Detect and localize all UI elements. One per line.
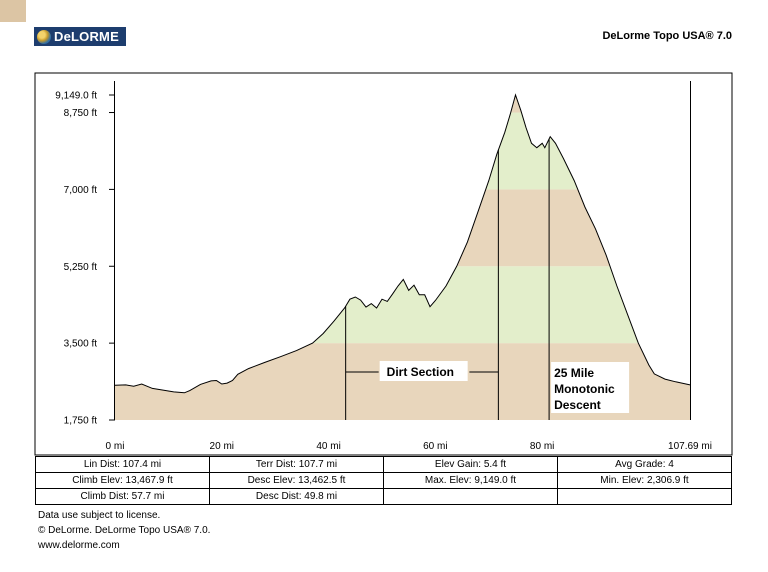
stats-row: Lin Dist: 107.4 mi Terr Dist: 107.7 mi E… [35,456,732,473]
stats-row: Climb Dist: 57.7 mi Desc Dist: 49.8 mi [35,488,732,505]
corner-swatch [0,0,26,22]
elevation-profile-line [114,93,691,394]
stat-empty [383,488,558,505]
globe-icon [37,29,51,44]
y-tick-label: 1,750 ft [64,416,98,427]
stat-climb-dist: Climb Dist: 57.7 mi [35,488,210,505]
delorme-logo: DeLORME [34,27,126,46]
elevation-band [115,95,690,113]
descent-label-bg [551,362,630,413]
stat-terr-dist: Terr Dist: 107.7 mi [209,456,384,473]
stat-empty [557,488,732,505]
elevation-band [115,266,690,344]
descent-label-line: Descent [554,398,601,412]
section-markers [345,138,550,420]
descent-label-line: 25 Mile [554,366,594,380]
stat-desc-dist: Desc Dist: 49.8 mi [209,488,384,505]
dirt-section-label: Dirt Section [387,365,454,379]
y-tick-label: 7,000 ft [64,185,98,196]
dirt-section-label-bg [379,361,468,381]
elevation-band [115,112,690,190]
stat-avg-grade: Avg Grade: 4 [557,456,732,473]
x-axis-ticks: 0 mi 20 mi 40 mi 60 mi 80 mi 107.69 mi [106,441,712,452]
x-tick-label: 20 mi [210,441,234,452]
stat-lin-dist: Lin Dist: 107.4 mi [35,456,210,473]
y-axis-ticks: 1,750 ft 3,500 ft 5,250 ft 7,000 ft 8,750 ft… [55,91,115,427]
y-tick-label: 5,250 ft [64,262,98,273]
x-tick-label: 0 mi [106,441,125,452]
y-tick-label: 8,750 ft [64,108,98,119]
x-tick-label: 80 mi [530,441,554,452]
stats-row: Climb Elev: 13,467.9 ft Desc Elev: 13,46… [35,472,732,489]
stat-min-elev: Min. Elev: 2,306.9 ft [557,472,732,489]
stats-table: Lin Dist: 107.4 mi Terr Dist: 107.7 mi E… [35,456,732,505]
logo-text: DeLORME [54,29,119,44]
annotations: Dirt Section 25 Mile Monotonic Descent [345,361,630,413]
elevation-profile-chart: 1,750 ft 3,500 ft 5,250 ft 7,000 ft 8,750 ft… [34,72,733,456]
app-title: DeLorme Topo USA® 7.0 [602,30,732,42]
footer-license: Data use subject to license. [38,510,161,521]
x-tick-label: 40 mi [316,441,340,452]
stat-climb-elev: Climb Elev: 13,467.9 ft [35,472,210,489]
chart-frame [34,72,733,456]
x-tick-label: 107.69 mi [668,441,712,452]
footer-copyright: © DeLorme. DeLorme Topo USA® 7.0. [38,525,211,536]
stat-elev-gain: Elev Gain: 5.4 ft [383,456,558,473]
stat-max-elev: Max. Elev: 9,149.0 ft [383,472,558,489]
stat-desc-elev: Desc Elev: 13,462.5 ft [209,472,384,489]
descent-label-line: Monotonic [554,382,615,396]
x-tick-label: 60 mi [423,441,447,452]
y-tick-label: 3,500 ft [64,339,98,350]
y-tick-label: 9,149.0 ft [55,91,97,102]
footer-website: www.delorme.com [38,540,120,551]
elevation-band [115,189,690,267]
